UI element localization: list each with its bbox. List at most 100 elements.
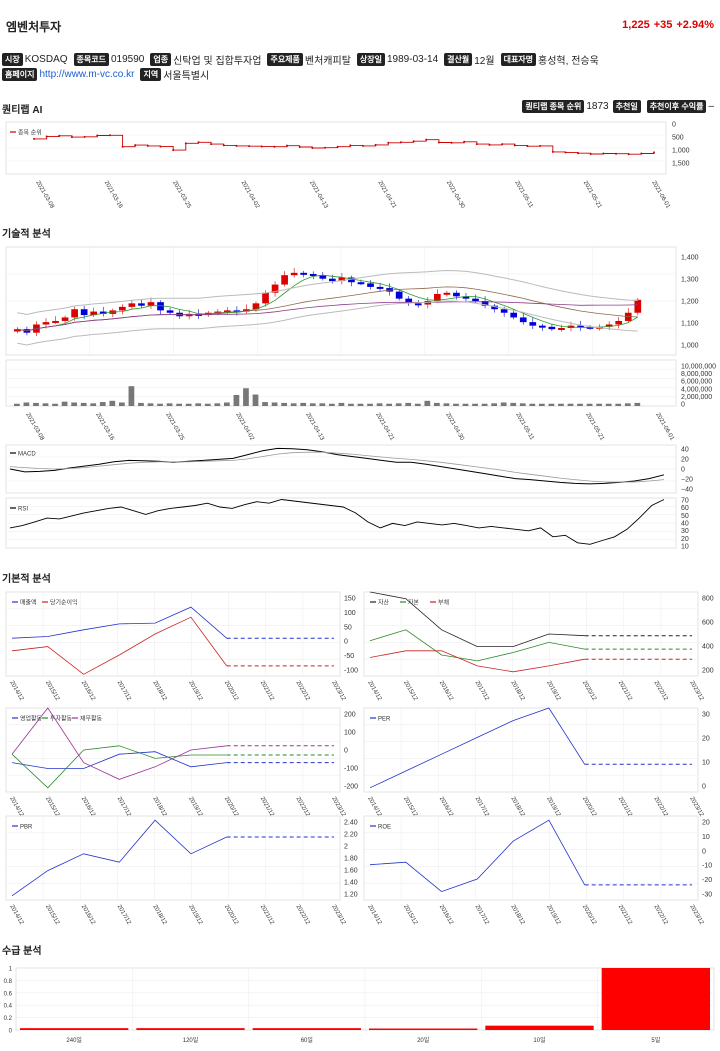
volume-x-tick: 2021-05-21 xyxy=(584,412,605,442)
volume-bar xyxy=(624,403,631,406)
per-chart-legend-label: PER xyxy=(378,717,391,723)
page-title: 엠벤처투자 xyxy=(6,20,62,34)
roe-chart-y-tick: -10 xyxy=(702,863,712,870)
price-change: +35 xyxy=(653,19,673,31)
rank-x-tick: 2021-06-01 xyxy=(650,180,671,210)
cashflow-chart-y-tick: -100 xyxy=(344,766,358,773)
candle-body xyxy=(119,306,126,311)
homepage-link[interactable]: http://www.m-vc.co.kr xyxy=(39,69,135,80)
volume-bar xyxy=(519,403,526,406)
rank-point xyxy=(551,150,554,153)
candle-body xyxy=(376,286,384,289)
candle-body xyxy=(90,311,98,316)
macd-y-tick: −20 xyxy=(681,477,693,484)
bollinger-upper xyxy=(17,269,638,316)
cashflow-chart-series-line xyxy=(11,745,227,789)
candle-body xyxy=(395,291,403,299)
assets-chart-frame xyxy=(363,591,699,677)
candle-y-tick: 1,000 xyxy=(681,343,699,350)
rank-point xyxy=(222,144,225,147)
rank-point xyxy=(121,145,124,148)
cashflow-chart-legend-label: 영업활동 xyxy=(20,715,43,723)
candle-body xyxy=(99,311,107,314)
supply-x-tick: 10일 xyxy=(533,1036,545,1044)
macd-y-tick: 20 xyxy=(681,457,689,464)
rank-point xyxy=(653,151,655,154)
supply-x-tick: 120일 xyxy=(183,1036,199,1044)
supply-y-tick: 0 xyxy=(9,1029,13,1035)
section-quant: 퀀티랩 AI xyxy=(2,105,43,116)
cashflow-chart-x-tick: 2022/12 xyxy=(294,796,310,818)
rank-y-tick: 1,500 xyxy=(672,161,690,168)
per-chart-x-tick: 2018/12 xyxy=(509,796,525,818)
rank-point xyxy=(273,145,276,148)
volume-x-tick: 2021-05-11 xyxy=(514,412,535,442)
pbr-chart-x-tick: 2014/12 xyxy=(8,904,24,926)
rank-point xyxy=(501,143,504,146)
candle-body xyxy=(309,274,317,276)
cashflow-chart-x-tick: 2014/12 xyxy=(8,796,24,818)
candle-body xyxy=(577,325,584,328)
rank-point xyxy=(33,137,35,140)
volume-bar xyxy=(119,402,125,406)
sales-chart-x-tick: 2014/12 xyxy=(8,680,24,702)
rank-x-tick: 2021-03-08 xyxy=(34,180,55,210)
volume-bar xyxy=(615,403,622,406)
rsi-legend-label: RSI xyxy=(18,507,28,513)
macd-y-tick: 40 xyxy=(681,447,689,454)
rank-point xyxy=(412,140,415,143)
volume-bar xyxy=(252,394,259,406)
candle-body xyxy=(281,275,288,285)
rank-x-tick: 2021-05-11 xyxy=(513,180,534,210)
rsi-line xyxy=(9,499,665,545)
rank-point xyxy=(374,143,377,146)
volume-bar xyxy=(424,400,431,406)
homepage-label: 홈페이지 xyxy=(2,68,38,81)
per-chart-series-line xyxy=(369,707,586,789)
cashflow-chart-y-tick: 100 xyxy=(344,730,356,737)
volume-bar xyxy=(367,403,373,406)
sales-chart-x-tick: 2020/12 xyxy=(223,680,239,702)
per-chart-frame xyxy=(363,707,699,793)
rec-return-value: – xyxy=(708,101,714,112)
cashflow-chart-x-tick: 2018/12 xyxy=(151,796,167,818)
roe-chart-x-tick: 2018/12 xyxy=(509,904,525,926)
volume-x-tick: 2021-06-01 xyxy=(654,412,675,442)
volume-bar xyxy=(434,402,440,406)
rank-point xyxy=(564,151,567,154)
stock-info-row-1: 시장 KOSDAQ 종목코드 019590 업종 신탁업 및 집합투자업 주요제품 벤처… xyxy=(2,52,605,67)
volume-bar xyxy=(548,403,555,406)
assets-chart-x-tick: 2015/12 xyxy=(402,680,418,702)
rank-point xyxy=(286,144,289,147)
macd-legend-label: MACD xyxy=(18,452,36,458)
candle-body xyxy=(52,320,59,323)
candle-body xyxy=(491,305,498,310)
rank-x-tick: 2021-05-21 xyxy=(582,180,603,210)
candle-body xyxy=(481,301,489,306)
cashflow-chart-series-line xyxy=(11,707,227,780)
supply-bar xyxy=(136,1028,245,1030)
candle-body xyxy=(414,303,422,306)
candle-y-tick: 1,300 xyxy=(681,277,699,284)
candle-body xyxy=(262,292,269,304)
candle-body xyxy=(634,299,642,313)
rank-point xyxy=(146,144,149,147)
sales-chart-series-line xyxy=(11,616,228,675)
volume-bar xyxy=(319,403,326,406)
pbr-chart-x-tick: 2020/12 xyxy=(223,904,239,926)
sales-chart-y-tick: 150 xyxy=(344,596,356,603)
roe-chart-x-tick: 2020/12 xyxy=(581,904,597,926)
rank-point xyxy=(488,143,491,146)
candle-body xyxy=(166,310,174,313)
cashflow-chart-legend-label: 투자활동 xyxy=(50,715,73,723)
candle-body xyxy=(138,303,145,306)
candle-body xyxy=(42,322,50,325)
volume-y-tick: 0 xyxy=(681,402,685,409)
stock-info-row-2: 홈페이지 http://www.m-vc.co.kr 지역 서울특별시 xyxy=(2,67,215,82)
roe-chart-y-tick: -20 xyxy=(702,877,712,884)
moving-average-line xyxy=(17,274,639,332)
per-chart-x-tick: 2017/12 xyxy=(474,796,490,818)
volume-bar xyxy=(262,402,268,406)
pbr-chart-legend-label: PBR xyxy=(20,825,33,831)
section-fund: 기본적 분석 xyxy=(2,574,51,585)
